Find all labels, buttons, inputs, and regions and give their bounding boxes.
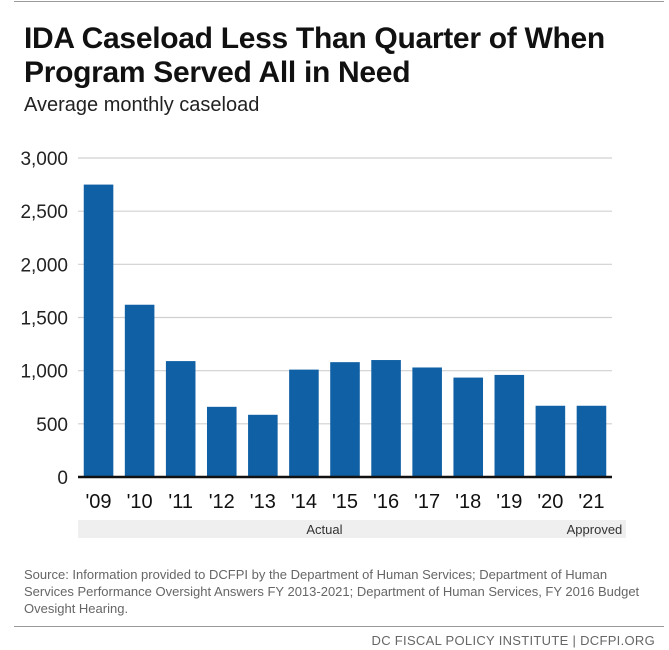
x-tick-label: '12 (209, 491, 235, 513)
x-tick-label: '15 (332, 491, 358, 513)
x-tick-label: '19 (496, 491, 522, 513)
y-axis-ticks: 0 500 1,000 1,500 2,000 2,500 3,000 (20, 149, 68, 489)
group-band (562, 520, 626, 538)
bar (124, 304, 155, 477)
x-tick-label: '20 (537, 491, 563, 513)
bar (535, 405, 566, 477)
category-groups: Actual Approved (78, 520, 626, 538)
x-tick-label: '18 (455, 491, 481, 513)
group-label: Approved (567, 522, 623, 537)
x-tick-label: '11 (168, 491, 193, 513)
x-tick-label: '14 (291, 491, 317, 513)
bar (453, 377, 484, 477)
bottom-rule (14, 626, 664, 627)
x-tick-label: '17 (414, 491, 440, 513)
y-tick-label: 1,000 (20, 362, 68, 383)
bar (576, 405, 607, 477)
top-rule (14, 1, 664, 2)
bar (371, 360, 401, 477)
bar (289, 369, 319, 477)
bar (83, 184, 114, 478)
y-tick-label: 2,000 (20, 255, 68, 276)
source-note: Source: Information provided to DCFPI by… (24, 567, 640, 616)
bar (165, 361, 196, 477)
y-tick-label: 3,000 (20, 149, 68, 170)
group-band (78, 520, 565, 538)
credit-line: DC FISCAL POLICY INSTITUTE | DCFPI.ORG (371, 633, 655, 648)
x-tick-label: '10 (127, 491, 153, 513)
y-tick-label: 500 (36, 415, 68, 436)
x-tick-label: '21 (578, 491, 604, 513)
chart-subtitle: Average monthly caseload (24, 94, 260, 116)
y-tick-label: 2,500 (20, 202, 68, 223)
group-label: Actual (306, 522, 342, 537)
bar (494, 374, 525, 477)
bar (330, 362, 360, 477)
chart-title: IDA Caseload Less Than Quarter of When P… (24, 22, 605, 89)
x-axis-ticks: '09 '10 '11 '12 '13 '14 '15 '16 '17 '18 '19 '20 '21 (85, 491, 604, 513)
y-tick-label: 1,500 (20, 309, 68, 330)
x-tick-label: '09 (85, 491, 111, 513)
x-tick-label: '16 (373, 491, 399, 513)
y-tick-label: 0 (57, 468, 68, 489)
bars (78, 184, 612, 479)
bar (412, 367, 442, 477)
x-tick-label: '13 (250, 491, 276, 513)
bar (206, 406, 237, 477)
bar (248, 414, 278, 477)
